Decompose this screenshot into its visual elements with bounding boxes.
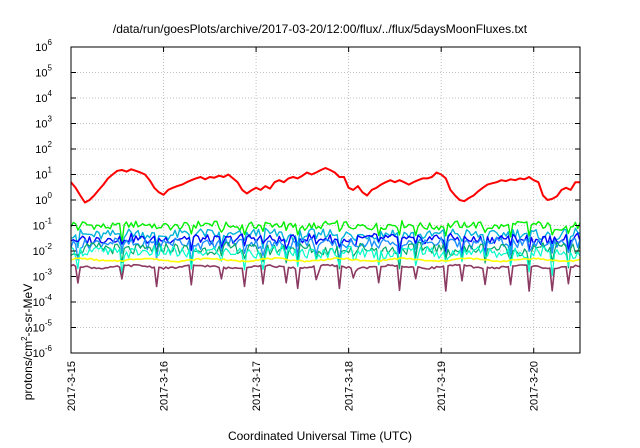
series-line-8 [70, 263, 581, 292]
series-line-7 [70, 256, 581, 263]
y-tick-label: 103 [35, 115, 52, 131]
y-tick-label: 105 [35, 64, 52, 80]
y-tick-label: 10-6 [33, 344, 53, 360]
x-tick-label: 2017-3-17 [251, 361, 263, 411]
y-tick-label: 10-3 [33, 268, 53, 284]
y-tick-label: 102 [35, 140, 52, 156]
y-tick-label: 10-5 [33, 319, 53, 335]
y-tick-label: 101 [35, 166, 52, 182]
x-tick-label: 2017-3-16 [159, 361, 171, 411]
y-tick-label: 106 [35, 38, 52, 54]
x-tick-label: 2017-3-19 [436, 361, 448, 411]
y-axis-ticks: 10-6 10-5 10-4 10-3 10-2 10-1 100 101 102 103 104 1… [33, 38, 580, 360]
x-tick-label: 2017-3-18 [344, 361, 356, 411]
series-line-1 [70, 219, 581, 245]
y-tick-label: 10-2 [33, 242, 53, 258]
y-tick-label: 10-4 [33, 293, 53, 309]
chart-title: /data/run/goesPlots/archive/2017-03-20/1… [112, 22, 528, 36]
x-axis-ticks: 2017-3-15 2017-3-16 2017-3-17 2017-3-18 2017… [66, 47, 541, 411]
x-axis-label: Coordinated Universal Time (UTC) [227, 429, 413, 443]
series-line-0 [70, 167, 580, 204]
series-line-6 [70, 244, 581, 277]
y-tick-label: 100 [35, 191, 52, 207]
x-tick-label: 2017-3-15 [66, 361, 78, 411]
y-tick-label: 104 [35, 89, 52, 105]
series-line-5 [70, 241, 581, 270]
series-layer [70, 167, 581, 292]
y-tick-label: 10-1 [33, 217, 53, 233]
x-tick-label: 2017-3-20 [529, 361, 541, 411]
grid-lines [71, 47, 580, 353]
